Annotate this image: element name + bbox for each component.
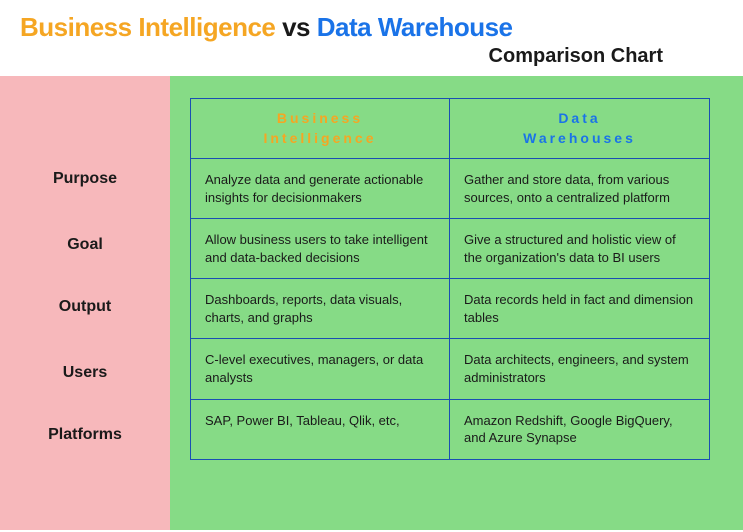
col-header-dw-line1: Data [558, 110, 600, 126]
body-area: Purpose Goal Output Users Platforms Busi… [0, 76, 743, 530]
row-label-purpose: Purpose [0, 170, 170, 188]
column-header-bi: Business Intelligence [191, 99, 450, 158]
table-row: Allow business users to take intelligent… [191, 219, 709, 279]
table-row: SAP, Power BI, Tableau, Qlik, etc, Amazo… [191, 400, 709, 459]
title-part-vs: vs [275, 12, 316, 42]
cell-platforms-bi: SAP, Power BI, Tableau, Qlik, etc, [191, 400, 450, 459]
table-header-row: Business Intelligence Data Warehouses [191, 99, 709, 159]
row-label-output: Output [0, 298, 170, 316]
col-header-bi-line2: Intelligence [263, 130, 376, 146]
row-label-platforms: Platforms [0, 426, 170, 444]
cell-purpose-dw: Gather and store data, from various sour… [450, 159, 709, 218]
cell-users-dw: Data architects, engineers, and system a… [450, 339, 709, 398]
title-part-bi: Business Intelligence [20, 12, 275, 42]
comparison-table: Business Intelligence Data Warehouses An… [190, 98, 710, 460]
green-panel: Business Intelligence Data Warehouses An… [170, 76, 743, 530]
cell-output-bi: Dashboards, reports, data visuals, chart… [191, 279, 450, 338]
cell-purpose-bi: Analyze data and generate actionable ins… [191, 159, 450, 218]
left-strip: Purpose Goal Output Users Platforms [0, 76, 170, 530]
table-row: C-level executives, managers, or data an… [191, 339, 709, 399]
cell-platforms-dw: Amazon Redshift, Google BigQuery, and Az… [450, 400, 709, 459]
col-header-dw-line2: Warehouses [523, 130, 636, 146]
cell-output-dw: Data records held in fact and dimension … [450, 279, 709, 338]
table-row: Analyze data and generate actionable ins… [191, 159, 709, 219]
cell-goal-dw: Give a structured and holistic view of t… [450, 219, 709, 278]
cell-goal-bi: Allow business users to take intelligent… [191, 219, 450, 278]
table-row: Dashboards, reports, data visuals, chart… [191, 279, 709, 339]
title-part-dw: Data Warehouse [317, 12, 513, 42]
col-header-bi-line1: Business [277, 110, 363, 126]
row-label-users: Users [0, 364, 170, 382]
header: Business Intelligence vs Data Warehouse … [0, 0, 743, 76]
cell-users-bi: C-level executives, managers, or data an… [191, 339, 450, 398]
row-label-goal: Goal [0, 236, 170, 254]
column-header-dw: Data Warehouses [450, 99, 709, 158]
page-title: Business Intelligence vs Data Warehouse [20, 12, 723, 43]
subtitle: Comparison Chart [20, 45, 723, 68]
